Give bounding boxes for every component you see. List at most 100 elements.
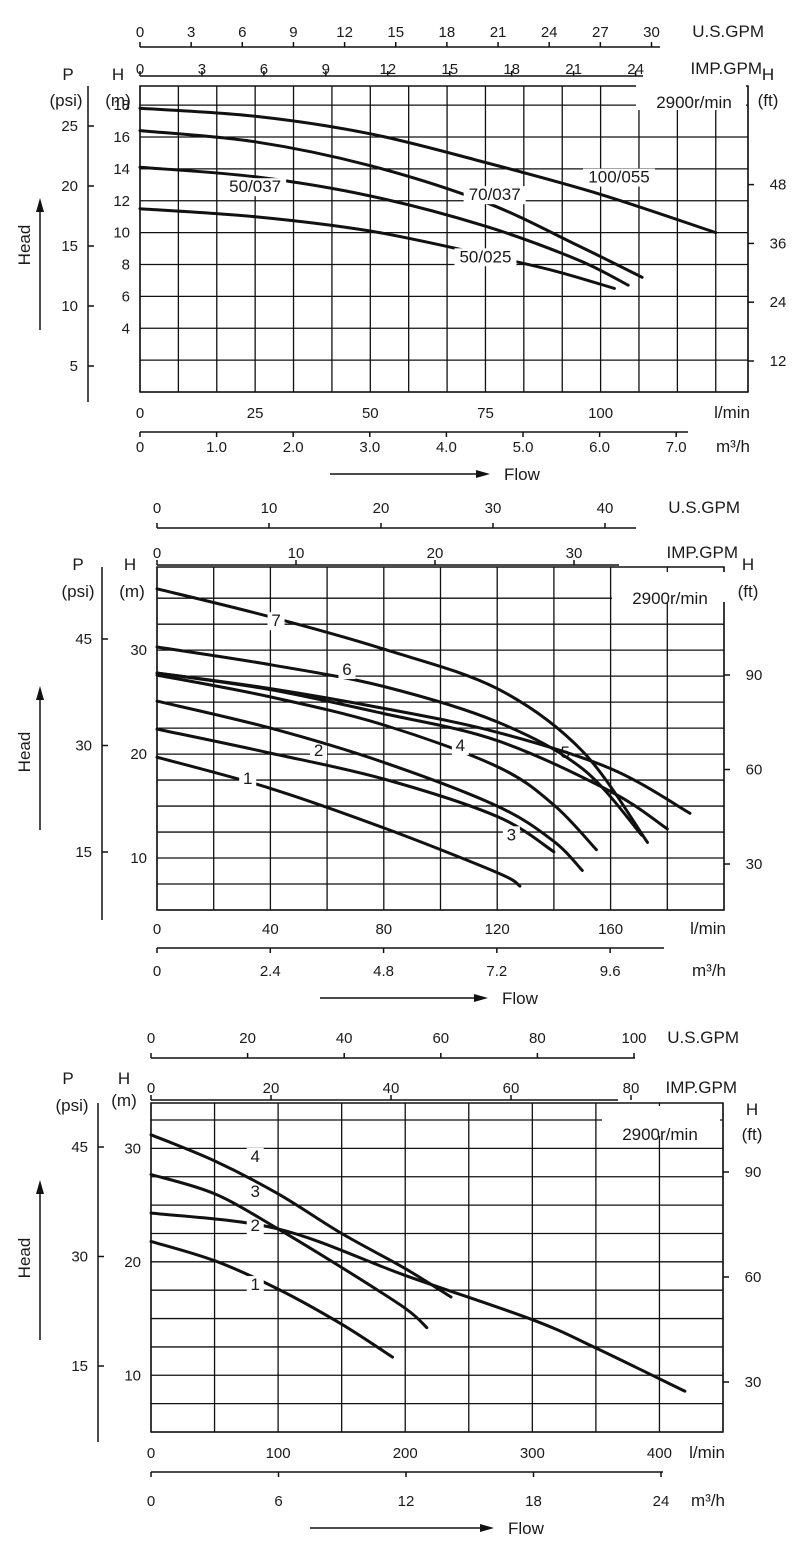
lmin-tick-label: 75 (477, 405, 494, 422)
m3h-tick-label: 0 (153, 963, 161, 980)
speed-label-bg (612, 572, 729, 602)
lmin-tick-label: 400 (647, 1445, 672, 1462)
us-gpm-tick-label: 27 (592, 24, 609, 41)
flow-label: Flow (508, 1519, 545, 1538)
lmin-tick-label: 0 (147, 1445, 155, 1462)
imp-gpm-tick-label: 3 (198, 61, 206, 78)
curve-50/025 (138, 207, 616, 290)
curve-3 (155, 699, 584, 872)
h-m-tick-label: 10 (130, 850, 147, 867)
curve-4 (155, 673, 598, 852)
m3h-tick-label: 18 (525, 1493, 542, 1510)
psi-tick-label: 30 (75, 738, 92, 755)
psi-tick-label: 45 (71, 1139, 88, 1156)
flow-arrow-icon (476, 470, 490, 478)
flow-arrow-icon (480, 1524, 494, 1532)
m3h-tick-label: 1.0 (206, 439, 227, 456)
lmin-tick-label: 50 (362, 405, 379, 422)
h-ft-tick-label: 60 (745, 1269, 762, 1286)
us-gpm-tick-label: 30 (643, 24, 660, 41)
psi-tick-label: 25 (61, 118, 78, 135)
lmin-tick-label: 100 (588, 405, 613, 422)
imp-gpm-tick-label: 12 (379, 61, 396, 78)
us-gpm-tick-label: 21 (490, 24, 507, 41)
imp-gpm-tick-label: 24 (627, 61, 644, 78)
curve-label-50/037: 50/037 (229, 177, 281, 196)
p-label: P (62, 65, 73, 84)
us-gpm-tick-label: 20 (373, 500, 390, 517)
m3h-tick-label: 7.0 (666, 439, 687, 456)
plot-frame (156, 566, 725, 911)
h-m-tick-label: 18 (113, 97, 130, 114)
h-ft-tick-label: 24 (770, 294, 787, 311)
speed-label-bg (636, 80, 746, 110)
us-gpm-unit: U.S.GPM (667, 1028, 739, 1047)
imp-gpm-unit: IMP.GPM (666, 1078, 737, 1097)
curve-1 (149, 1239, 394, 1359)
h-m-tick-label: 16 (113, 129, 130, 146)
psi-unit: (psi) (49, 91, 82, 110)
lmin-tick-label: 0 (136, 405, 144, 422)
m3h-tick-label: 12 (398, 1493, 415, 1510)
psi-tick-label: 20 (61, 178, 78, 195)
h-ft-tick-label: 48 (770, 177, 787, 194)
m3h-tick-label: 5.0 (513, 439, 534, 456)
us-gpm-tick-label: 10 (261, 500, 278, 517)
h-ft-tick-label: 90 (745, 1164, 762, 1181)
lmin-tick-label: 300 (520, 1445, 545, 1462)
h-ft-unit: (ft) (758, 91, 779, 110)
imp-gpm-tick-label: 0 (147, 1080, 155, 1097)
h-ft-tick-label: 90 (746, 667, 763, 684)
plot-frame (150, 1102, 724, 1433)
imp-gpm-tick-label: 0 (136, 61, 144, 78)
head-label: Head (15, 732, 34, 773)
imp-gpm-tick-label: 40 (383, 1080, 400, 1097)
m3h-unit: m³/h (691, 1491, 725, 1510)
m3h-tick-label: 0 (136, 439, 144, 456)
flow-arrow-icon (474, 994, 488, 1002)
us-gpm-tick-label: 24 (541, 24, 558, 41)
us-gpm-tick-label: 0 (153, 500, 161, 517)
p-label: P (72, 555, 83, 574)
curve-2 (149, 1211, 687, 1393)
m3h-tick-label: 2.4 (260, 963, 281, 980)
curve-label-bg (246, 1217, 264, 1236)
curve-label-bg (246, 1276, 264, 1295)
curve-7 (155, 587, 649, 844)
us-gpm-tick-label: 80 (529, 1030, 546, 1047)
head-arrow-icon (36, 686, 44, 700)
curve-4 (149, 1133, 453, 1299)
lmin-tick-label: 200 (393, 1445, 418, 1462)
curve-label-bg (451, 736, 469, 755)
curve-label-2: 2 (250, 1216, 259, 1235)
curve-label-bg (502, 826, 520, 845)
imp-gpm-tick-label: 20 (263, 1080, 280, 1097)
curve-label-bg (338, 661, 356, 680)
curve-label-1: 1 (250, 1275, 259, 1294)
m3h-tick-label: 2.0 (283, 439, 304, 456)
psi-tick-label: 45 (75, 631, 92, 648)
imp-gpm-tick-label: 80 (623, 1080, 640, 1097)
h-m-tick-label: 10 (124, 1367, 141, 1384)
h-ft-tick-label: 30 (746, 856, 763, 873)
m3h-tick-label: 4.8 (373, 963, 394, 980)
curve-label-bg (267, 612, 285, 631)
psi-tick-label: 15 (61, 238, 78, 255)
us-gpm-tick-label: 15 (387, 24, 404, 41)
psi-tick-label: 15 (75, 844, 92, 861)
curve-label-50/025: 50/025 (459, 247, 511, 266)
us-gpm-tick-label: 100 (621, 1030, 646, 1047)
us-gpm-tick-label: 12 (336, 24, 353, 41)
head-label: Head (15, 1238, 34, 1279)
h-m-tick-label: 4 (122, 320, 130, 337)
h-ft-label: H (762, 65, 774, 84)
h-ft-label: H (742, 555, 754, 574)
h-m-tick-label: 6 (122, 288, 130, 305)
psi-tick-label: 15 (71, 1358, 88, 1375)
m3h-tick-label: 9.6 (600, 963, 621, 980)
curve-1 (155, 755, 522, 888)
us-gpm-tick-label: 40 (597, 500, 614, 517)
